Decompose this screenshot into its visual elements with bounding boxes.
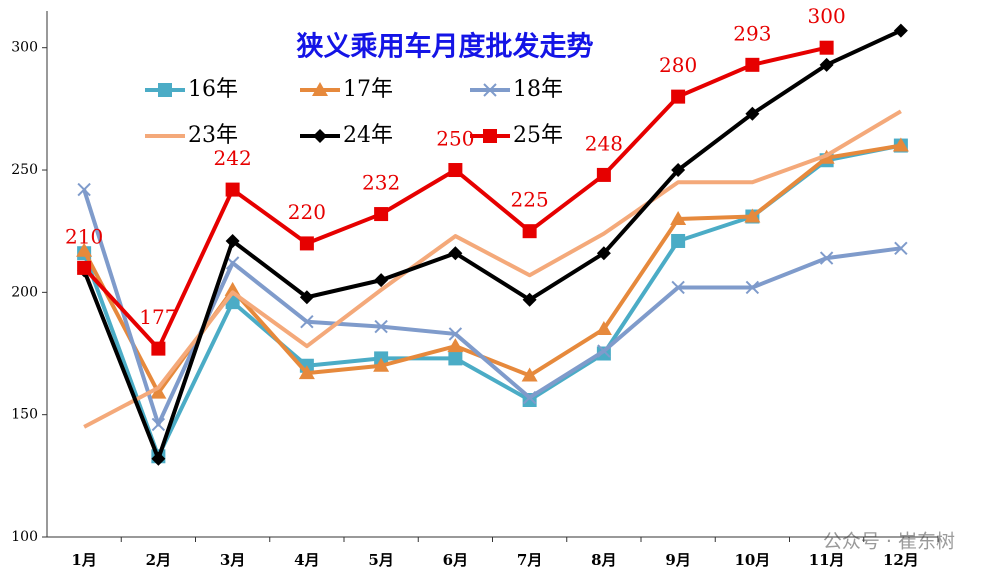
x-tick-label: 4月 <box>294 551 319 569</box>
marker <box>299 236 314 251</box>
legend-label: 23年 <box>188 123 238 148</box>
marker <box>744 208 761 223</box>
marker <box>151 417 166 432</box>
marker <box>448 163 463 178</box>
x-tick-label: 11月 <box>809 551 845 569</box>
legend-label: 25年 <box>513 123 563 148</box>
data-label: 177 <box>139 305 177 329</box>
marker <box>892 137 909 152</box>
y-tick-label: 200 <box>11 284 38 300</box>
marker <box>671 280 685 295</box>
series-line <box>82 143 902 459</box>
marker <box>522 390 537 405</box>
y-tick-label: 100 <box>11 529 38 545</box>
marker <box>483 83 497 97</box>
data-label: 220 <box>288 200 326 224</box>
x-tick-label: 12月 <box>883 551 919 569</box>
legend-label: 16年 <box>188 77 238 102</box>
marker <box>448 351 463 366</box>
marker <box>299 290 314 305</box>
data-label: 280 <box>659 53 697 77</box>
marker <box>521 367 538 382</box>
series-line <box>82 188 902 427</box>
marker <box>373 357 390 372</box>
marker <box>819 251 834 265</box>
marker <box>597 344 611 358</box>
marker <box>483 129 497 143</box>
data-label: 250 <box>436 127 474 151</box>
marker <box>671 89 686 104</box>
marker <box>595 321 612 336</box>
y-tick-label: 150 <box>11 407 38 423</box>
marker <box>150 384 167 399</box>
watermark: 公众号 · 崔东树 <box>823 531 955 553</box>
legend-label: 24年 <box>343 123 393 148</box>
x-tick-label: 6月 <box>443 551 468 569</box>
x-tick-label: 7月 <box>517 551 542 569</box>
marker <box>374 273 389 288</box>
marker <box>745 280 760 295</box>
marker <box>158 83 172 97</box>
marker <box>448 327 463 341</box>
marker <box>745 106 760 121</box>
marker <box>522 224 537 239</box>
legend-label: 17年 <box>343 77 393 102</box>
marker <box>671 163 686 178</box>
legend-label: 18年 <box>513 77 563 102</box>
marker <box>300 314 314 329</box>
marker <box>671 233 686 248</box>
data-label: 300 <box>808 4 846 28</box>
marker <box>522 292 537 307</box>
marker <box>225 256 240 270</box>
marker <box>447 338 464 353</box>
marker <box>151 341 166 356</box>
data-label: 242 <box>214 146 252 170</box>
series-line <box>83 109 902 429</box>
marker <box>596 246 611 261</box>
marker <box>745 57 760 72</box>
marker <box>298 365 315 380</box>
marker <box>819 40 834 55</box>
marker <box>670 210 687 225</box>
marker <box>448 246 463 261</box>
y-tick-label: 250 <box>11 162 38 178</box>
marker <box>77 182 91 197</box>
marker <box>819 57 834 72</box>
series-line <box>82 28 902 461</box>
data-label: 210 <box>65 224 103 248</box>
data-label: 293 <box>733 21 771 45</box>
marker <box>313 129 327 143</box>
marker <box>151 451 166 466</box>
marker <box>76 242 93 257</box>
marker <box>225 233 240 248</box>
marker <box>374 319 388 334</box>
marker <box>312 82 328 96</box>
data-label: 248 <box>585 131 623 155</box>
x-tick-label: 3月 <box>220 551 245 569</box>
chart-title: 狭义乘用车月度批发走势 <box>296 31 594 63</box>
marker <box>596 167 611 182</box>
data-label: 225 <box>511 188 549 212</box>
marker <box>225 182 240 197</box>
x-tick-label: 5月 <box>368 551 393 569</box>
x-tick-label: 1月 <box>71 551 96 569</box>
y-tick-label: 300 <box>11 40 38 56</box>
x-tick-label: 8月 <box>591 551 616 569</box>
data-label: 232 <box>362 171 400 195</box>
marker <box>894 241 908 256</box>
marker <box>374 207 389 222</box>
x-tick-label: 2月 <box>146 551 171 569</box>
x-tick-label: 9月 <box>665 551 690 569</box>
marker <box>893 23 908 38</box>
marker <box>77 260 92 275</box>
marker <box>224 281 241 296</box>
x-tick-label: 10月 <box>734 551 770 569</box>
